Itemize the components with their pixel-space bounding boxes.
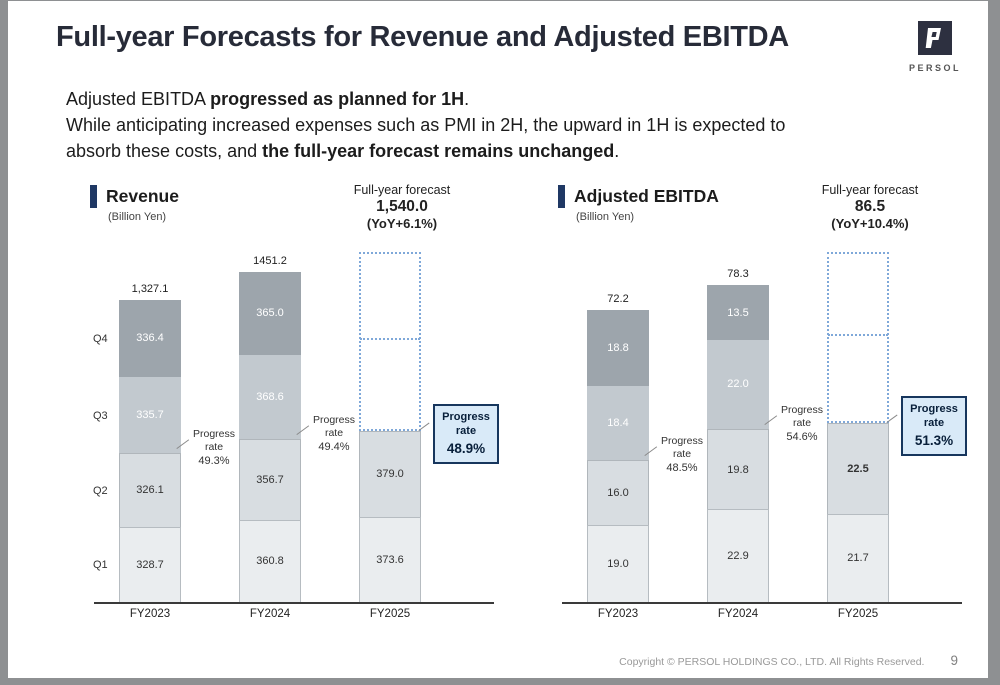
intro-line-2: While anticipating increased expenses su…: [66, 114, 786, 135]
intro-line-1: Adjusted EBITDA progressed as planned fo…: [66, 87, 958, 113]
x-axis-label: FY2024: [249, 607, 291, 620]
bar-segment: 335.7: [119, 376, 181, 453]
forecast-dashed-box: [359, 251, 421, 431]
persol-logo-text: PERSOL: [908, 63, 961, 73]
bar-segment: 13.5: [707, 285, 769, 340]
x-axis-label: FY2023: [129, 607, 171, 620]
intro-text: Adjusted EBITDA progressed as planned fo…: [66, 87, 958, 165]
forecast-divider: [828, 333, 888, 336]
x-axis-label: FY2023: [597, 607, 639, 620]
bar-segment: 368.6: [239, 354, 301, 439]
chart-plot: 328.7 326.1 335.7 336.4 1,327.1 FY2023 Q1 Q2 Q3 Q…: [93, 249, 499, 620]
intro-line-1-bold: progressed as planned for 1H: [210, 89, 465, 109]
intro-line-1-normal: Adjusted EBITDA: [66, 89, 211, 109]
progress-rate-value: 49.4%: [318, 440, 350, 453]
ebitda-chart-header: Adjusted EBITDA: [558, 181, 962, 208]
intro-line-3-normal: absorb these costs, and: [66, 140, 263, 161]
progress-rate-label: Progress rate 49.4%: [305, 414, 363, 455]
bar-segment: 22.5: [827, 422, 889, 514]
bar-total: 1451.2: [253, 254, 287, 267]
bar-segment: 21.7: [827, 513, 889, 602]
chart-title: Adjusted EBITDA: [574, 185, 719, 206]
progress-rate-value: 48.5%: [666, 462, 698, 475]
bar-total: 72.2: [607, 292, 629, 305]
revenue-chart-header: Revenue: [90, 181, 494, 208]
intro-line-3-end: .: [614, 140, 620, 161]
quarter-label: Q1: [93, 559, 108, 572]
intro-line-3: absorb these costs, and the full-year fo…: [66, 139, 958, 165]
chart-unit-label: (Billion Yen): [108, 210, 167, 223]
progress-rate-label: Progress rate 48.5%: [653, 435, 711, 476]
progress-rate-box-label: Progress rate: [910, 403, 958, 430]
progress-rate-text: Progress rate: [312, 413, 355, 439]
forecast-block: Full-year forecast 86.5 (YoY+10.4%): [785, 183, 955, 231]
page-title: Full-year Forecasts for Revenue and Adju…: [56, 21, 789, 53]
bar-segment: 326.1: [119, 452, 181, 528]
forecast-value: 1,540.0: [376, 197, 428, 215]
quarter-label: Q2: [93, 484, 108, 497]
progress-rate-box-value: 48.9%: [446, 440, 486, 456]
progress-rate-label: Progress rate 49.3%: [185, 428, 243, 469]
x-axis-label: FY2025: [369, 607, 411, 620]
bar-segment: 379.0: [359, 430, 421, 517]
intro-line-1-end: .: [464, 89, 470, 109]
slide-header: Full-year Forecasts for Revenue and Adju…: [8, 1, 988, 73]
progress-rate-box: Progress rate 48.9%: [433, 404, 499, 464]
progress-rate-value: 49.3%: [198, 455, 230, 468]
progress-rate-text: Progress rate: [660, 435, 703, 461]
forecast-label: Full-year forecast: [821, 182, 919, 197]
bar-segment: 336.4: [119, 300, 181, 377]
bar-segment: 22.0: [707, 339, 769, 429]
bar-segment: 16.0: [587, 460, 649, 525]
chart-title: Revenue: [106, 185, 179, 206]
slide: Full-year Forecasts for Revenue and Adju…: [8, 1, 988, 678]
bar-total: 78.3: [727, 268, 749, 281]
revenue-chart: Revenue (Billion Yen) Full-year forecast…: [34, 181, 499, 643]
forecast-yoy: (YoY+10.4%): [831, 215, 909, 231]
copyright-text: Copyright © PERSOL HOLDINGS CO., LTD. Al…: [619, 656, 925, 668]
forecast-label: Full-year forecast: [353, 182, 451, 197]
persol-logo-mark-icon: [918, 21, 952, 59]
quarter-label: Q4: [93, 333, 108, 346]
chart-plot: 19.0 16.0 18.4 18.8 72.2 FY2023 Progress rate 4…: [562, 249, 967, 620]
progress-rate-value: 54.6%: [786, 431, 818, 444]
bar-segment: 328.7: [119, 527, 181, 602]
slide-footer: Copyright © PERSOL HOLDINGS CO., LTD. Al…: [619, 653, 958, 668]
progress-rate-box-value: 51.3%: [914, 432, 954, 448]
forecast-block: Full-year forecast 1,540.0 (YoY+6.1%): [317, 183, 487, 231]
accent-bar-icon: [558, 184, 565, 208]
progress-rate-text: Progress rate: [192, 427, 235, 454]
forecast-yoy: (YoY+6.1%): [366, 215, 438, 231]
bar-total: 1,327.1: [131, 283, 169, 296]
page-number: 9: [950, 653, 958, 668]
chart-unit-label: (Billion Yen): [576, 210, 635, 223]
charts-row: Revenue (Billion Yen) Full-year forecast…: [8, 181, 988, 643]
bar-segment: 18.4: [587, 385, 649, 461]
bar-segment: 360.8: [239, 519, 301, 602]
progress-rate-box-label: Progress rate: [442, 411, 490, 437]
bar-segment: 18.8: [587, 309, 649, 386]
forecast-divider: [360, 337, 420, 340]
bar-segment: 356.7: [239, 438, 301, 520]
bar-segment: 22.9: [707, 509, 769, 602]
bar-segment: 19.8: [707, 428, 769, 510]
progress-rate-text: Progress rate: [780, 403, 823, 430]
persol-logo: PERSOL: [906, 21, 964, 73]
progress-rate-box: Progress rate 51.3%: [901, 396, 967, 456]
bar-segment: 19.0: [587, 524, 649, 602]
forecast-value: 86.5: [854, 197, 886, 215]
intro-line-3-bold: the full-year forecast remains unchanged: [262, 140, 615, 161]
ebitda-chart: Adjusted EBITDA (Billion Yen) Full-year …: [502, 181, 967, 643]
accent-bar-icon: [90, 184, 97, 208]
quarter-label: Q3: [93, 409, 108, 422]
bar-segment: 373.6: [359, 516, 421, 602]
forecast-dashed-box: [827, 251, 889, 423]
x-axis-label: FY2025: [837, 607, 879, 620]
progress-rate-label: Progress rate 54.6%: [773, 404, 831, 445]
x-axis-label: FY2024: [717, 607, 759, 620]
bar-segment: 365.0: [239, 271, 301, 355]
